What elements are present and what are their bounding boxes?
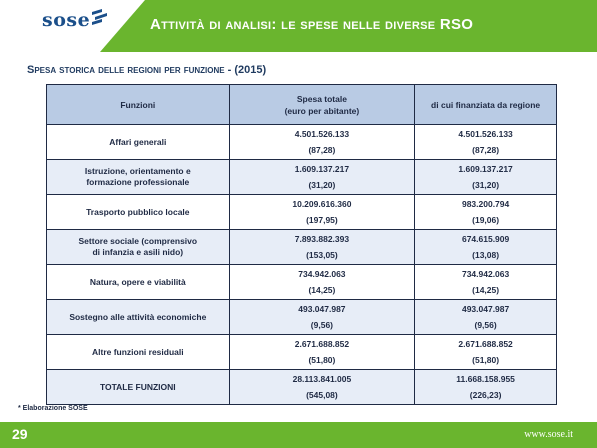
row-label: Settore sociale (comprensivo di infanzia … <box>46 229 230 265</box>
row-label: Natura, opere e viabilità <box>46 264 230 300</box>
row-label: Trasporto pubblico locale <box>46 194 230 230</box>
table-subtitle: Spesa storica delle regioni per funzione… <box>27 64 267 76</box>
table-row: Sostegno alle attività economiche 493.04… <box>46 299 557 335</box>
spending-table: Funzioni Spesa totale (euro per abitante… <box>46 84 557 405</box>
logo-area-corner <box>100 0 145 52</box>
header-bar: sose Attività di analisi: le spese nelle… <box>0 0 597 52</box>
table-row: Affari generali 4.501.526.133 (87,28) 4.5… <box>46 124 557 160</box>
cell-spesa: 493.047.987 (9,56) <box>228 299 416 335</box>
row-label: Sostegno alle attività economiche <box>46 299 230 335</box>
table-row: Istruzione, orientamento e formazione pro… <box>46 159 557 195</box>
row-label: Istruzione, orientamento e formazione pro… <box>46 159 230 195</box>
header-funzioni: Funzioni <box>46 84 230 125</box>
cell-finanziata: 674.615.909 (13,08) <box>414 229 557 265</box>
table-row-total: TOTALE FUNZIONI 28.113.841.005 (545,08) 1… <box>46 369 557 405</box>
logo-area <box>0 0 100 52</box>
header-finanziata: di cui finanziata da regione <box>414 84 557 125</box>
cell-spesa: 28.113.841.005 (545,08) <box>228 369 416 405</box>
cell-spesa: 4.501.526.133 (87,28) <box>228 124 416 160</box>
cell-finanziata: 11.668.158.955 (226,23) <box>414 369 557 405</box>
row-label: TOTALE FUNZIONI <box>46 369 230 405</box>
table-row: Trasporto pubblico locale 10.209.616.360… <box>46 194 557 230</box>
cell-finanziata: 4.501.526.133 (87,28) <box>414 124 557 160</box>
cell-spesa: 10.209.616.360 (197,95) <box>228 194 416 230</box>
header-spesa-line1: Spesa totale <box>296 93 347 104</box>
website-link[interactable]: www.sose.it <box>524 429 573 440</box>
cell-finanziata: 1.609.137.217 (31,20) <box>414 159 557 195</box>
page-number: 29 <box>12 426 28 442</box>
header-spesa-line2: (euro per abitante) <box>284 105 360 116</box>
row-label: Altre funzioni residuali <box>46 334 230 370</box>
row-label: Affari generali <box>46 124 230 160</box>
page-title: Attività di analisi: le spese nelle dive… <box>150 16 474 33</box>
table-row: Altre funzioni residuali 2.671.688.852 (5… <box>46 334 557 370</box>
cell-spesa: 734.942.063 (14,25) <box>228 264 416 300</box>
cell-finanziata: 2.671.688.852 (51,80) <box>414 334 557 370</box>
cell-finanziata: 983.200.794 (19,06) <box>414 194 557 230</box>
table-row: Natura, opere e viabilità 734.942.063 (14… <box>46 264 557 300</box>
cell-spesa: 1.609.137.217 (31,20) <box>228 159 416 195</box>
cell-spesa: 2.671.688.852 (51,80) <box>228 334 416 370</box>
cell-finanziata: 493.047.987 (9,56) <box>414 299 557 335</box>
source-note: * Elaborazione SOSE <box>18 405 88 412</box>
table-row: Settore sociale (comprensivo di infanzia … <box>46 229 557 265</box>
header-spesa-totale: Spesa totale (euro per abitante) <box>228 84 416 125</box>
sose-logo: sose <box>42 9 91 31</box>
logo-mark-icon <box>92 9 107 25</box>
cell-spesa: 7.893.882.393 (153,05) <box>228 229 416 265</box>
footer-bar: 29 www.sose.it <box>0 422 597 448</box>
table-header-row: Funzioni Spesa totale (euro per abitante… <box>46 84 557 125</box>
cell-finanziata: 734.942.063 (14,25) <box>414 264 557 300</box>
